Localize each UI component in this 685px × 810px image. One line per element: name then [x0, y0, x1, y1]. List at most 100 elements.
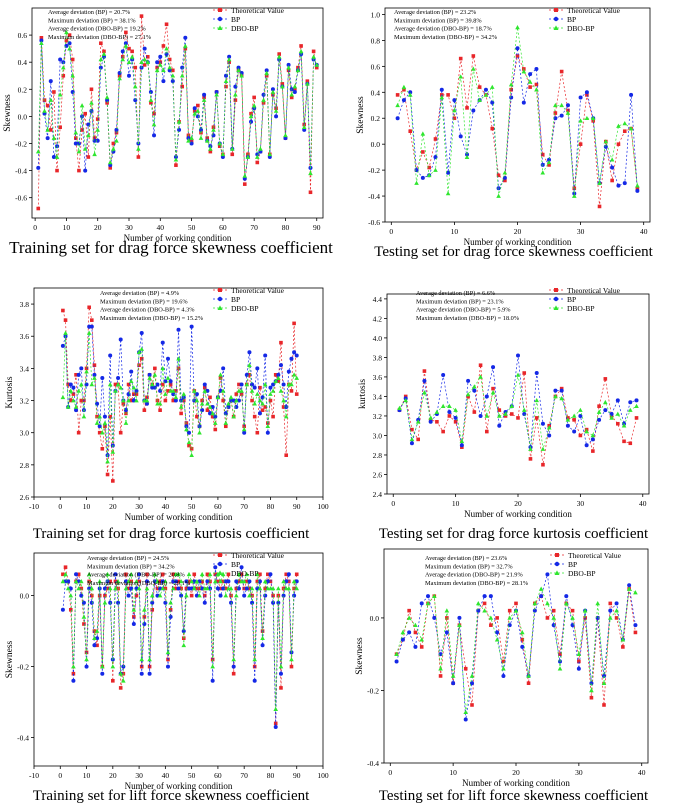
point-theoretical	[591, 449, 595, 453]
point-bp	[116, 376, 121, 381]
point-dbo	[397, 405, 402, 410]
point-theoretical	[61, 308, 65, 313]
point-theoretical	[142, 408, 147, 412]
point-dbo	[241, 427, 247, 432]
point-dbo	[245, 154, 251, 159]
stat-line: Maximum deviation (DBO-BP) = 18.0%	[416, 315, 520, 322]
point-theoretical	[268, 579, 273, 584]
point-bp	[564, 594, 569, 599]
x-tick-label: 0	[33, 223, 37, 232]
point-dbo	[89, 586, 95, 591]
point-dbo	[234, 398, 239, 403]
point-bp	[565, 423, 570, 428]
point-dbo	[571, 193, 577, 198]
point-theoretical	[284, 572, 289, 577]
point-dbo	[218, 579, 223, 584]
point-bp	[394, 659, 399, 664]
y-tick-label: 3.0	[20, 429, 30, 438]
point-dbo	[107, 160, 113, 165]
point-theoretical	[578, 433, 583, 438]
point-bp	[268, 385, 273, 390]
point-theoretical	[90, 593, 94, 598]
point-dbo	[407, 92, 413, 97]
point-dbo	[226, 401, 231, 406]
point-dbo	[114, 138, 119, 143]
x-tick-label: 20	[514, 499, 522, 508]
x-tick-label: 20	[109, 502, 117, 511]
point-dbo	[178, 579, 184, 584]
point-bp	[127, 73, 131, 78]
point-bp	[192, 106, 197, 111]
point-theoretical	[139, 14, 144, 18]
point-dbo	[434, 409, 440, 414]
point-dbo	[136, 586, 142, 591]
y-tick-label: 0.0	[18, 112, 28, 121]
point-theoretical	[293, 87, 297, 92]
point-bp	[252, 678, 257, 683]
point-dbo	[144, 398, 150, 403]
legend-label-bp: BP	[567, 295, 576, 304]
point-dbo	[281, 398, 286, 403]
legend-marker-bp	[553, 296, 559, 302]
legend-label-bp: BP	[231, 15, 240, 24]
point-theoretical	[221, 398, 225, 403]
point-dbo	[123, 420, 129, 425]
point-dbo	[273, 706, 279, 711]
point-bp	[152, 133, 157, 138]
point-dbo	[415, 419, 421, 424]
point-theoretical	[237, 382, 241, 387]
point-bp	[118, 337, 123, 342]
point-bp	[471, 108, 476, 113]
series-line-dbo	[397, 27, 638, 197]
point-theoretical	[223, 424, 228, 429]
point-bp	[286, 62, 291, 67]
point-dbo	[147, 375, 152, 380]
point-dbo	[184, 427, 189, 432]
point-bp	[633, 623, 638, 628]
point-theoretical	[114, 130, 119, 135]
point-dbo	[578, 118, 583, 123]
point-dbo	[160, 365, 166, 371]
x-tick-label: 10	[83, 502, 91, 511]
panel-test-drag-kurtosis: 2.4 2.6 2.8 3.0 3.2 3.4 3.6 3.8 4.0 4.2 4.4 0 10 20 30…	[342, 280, 685, 550]
point-bp	[497, 423, 502, 428]
point-theoretical	[168, 608, 173, 612]
point-bp	[173, 155, 178, 160]
point-bp	[629, 92, 634, 97]
point-bp	[457, 615, 462, 620]
point-dbo	[163, 391, 168, 396]
point-bp	[61, 60, 66, 65]
point-bp	[168, 379, 173, 384]
point-theoretical	[407, 608, 411, 613]
point-dbo	[428, 415, 433, 420]
point-dbo	[628, 126, 634, 131]
point-bp	[255, 152, 260, 157]
point-dbo	[210, 664, 215, 669]
point-theoretical	[230, 152, 235, 157]
legend-label-bp: BP	[567, 15, 576, 24]
point-dbo	[273, 378, 279, 384]
point-theoretical	[139, 356, 144, 361]
x-tick-label: 40	[640, 227, 648, 236]
point-dbo	[151, 122, 157, 127]
point-dbo	[214, 92, 219, 97]
point-theoretical	[70, 57, 75, 62]
point-theoretical	[545, 616, 550, 620]
legend-marker-theoretical	[555, 553, 559, 557]
point-dbo	[590, 433, 596, 438]
point-theoretical	[289, 664, 294, 669]
x-axis-label: Number of working condition	[125, 512, 233, 522]
point-dbo	[254, 154, 260, 159]
point-bp	[158, 388, 163, 393]
point-bp	[123, 408, 128, 413]
point-bp	[181, 395, 186, 400]
point-bp	[202, 600, 207, 605]
point-dbo	[251, 103, 257, 108]
point-dbo	[425, 601, 431, 606]
point-theoretical	[280, 82, 285, 86]
point-theoretical	[208, 395, 212, 400]
y-tick-label: 2.4	[373, 490, 383, 499]
point-dbo	[160, 586, 166, 591]
point-theoretical	[132, 615, 136, 619]
point-theoretical	[137, 363, 141, 367]
